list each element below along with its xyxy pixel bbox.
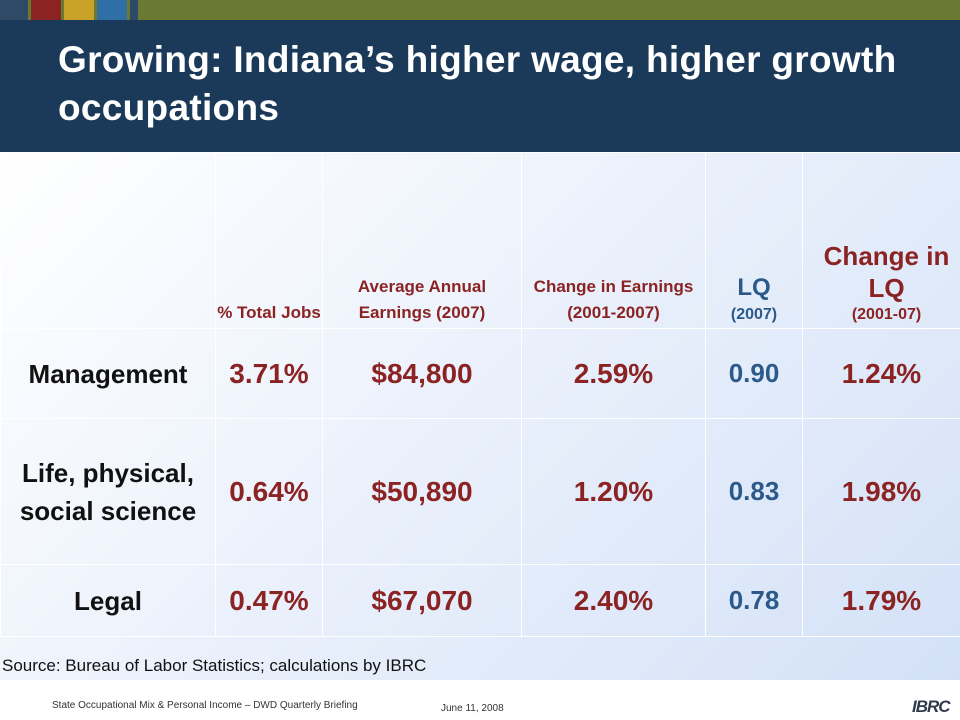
change-earnings-cell: 2.59%	[521, 328, 706, 419]
occupation-cell: Legal	[0, 564, 216, 637]
earnings-cell: $84,800	[322, 328, 522, 419]
change-lq-cell: 1.79%	[802, 564, 960, 637]
header-change-lq-main: Change in LQ	[823, 241, 950, 303]
change-earnings-cell: 2.40%	[521, 564, 706, 637]
pct-jobs-cell: 0.64%	[215, 418, 323, 565]
header-change-earnings: Change in Earnings (2001-2007)	[521, 152, 706, 329]
change-lq-cell: 1.98%	[802, 418, 960, 565]
header-change-lq: Change in LQ (2001-07)	[802, 152, 960, 329]
pct-jobs-cell: 0.47%	[215, 564, 323, 637]
decor-square	[64, 0, 94, 20]
footer-date: June 11, 2008	[441, 703, 504, 714]
table-row: Life, physical, social science 0.64% $50…	[0, 418, 960, 565]
table-row: Legal 0.47% $67,070 2.40% 0.78 1.79%	[0, 564, 960, 637]
pct-jobs-cell: 3.71%	[215, 328, 323, 419]
header-pct-jobs: % Total Jobs	[215, 152, 323, 329]
earnings-cell: $67,070	[322, 564, 522, 637]
header-occupation	[0, 152, 216, 329]
change-lq-cell: 1.24%	[802, 328, 960, 419]
header-lq: LQ (2007)	[705, 152, 803, 329]
slide-title: Growing: Indiana’s higher wage, higher g…	[58, 39, 897, 128]
footer-bar	[0, 690, 960, 720]
title-banner	[0, 20, 960, 152]
header-earnings: Average Annual Earnings (2007)	[322, 152, 522, 329]
change-earnings-cell: 1.20%	[521, 418, 706, 565]
decor-square	[97, 0, 127, 20]
footer-presentation-title: State Occupational Mix & Personal Income…	[52, 700, 358, 711]
occupation-cell: Management	[0, 328, 216, 419]
header-change-lq-sub: (2001-07)	[851, 306, 922, 323]
decor-square	[0, 0, 28, 20]
occupations-table: % Total Jobs Average Annual Earnings (20…	[0, 152, 960, 637]
table-row: Management 3.71% $84,800 2.59% 0.90 1.24…	[0, 328, 960, 419]
earnings-cell: $50,890	[322, 418, 522, 565]
ibrc-logo: IBRC	[912, 697, 951, 716]
header-lq-main: LQ	[737, 274, 771, 301]
lq-cell: 0.78	[705, 564, 803, 637]
lq-cell: 0.83	[705, 418, 803, 565]
source-note: Source: Bureau of Labor Statistics; calc…	[2, 656, 427, 675]
occupation-cell: Life, physical, social science	[0, 418, 216, 565]
top-decorative-bar	[0, 0, 960, 20]
decor-square	[130, 0, 138, 20]
decor-square	[31, 0, 61, 20]
table-header-row: % Total Jobs Average Annual Earnings (20…	[0, 152, 960, 329]
header-lq-sub: (2007)	[730, 306, 778, 323]
lq-cell: 0.90	[705, 328, 803, 419]
